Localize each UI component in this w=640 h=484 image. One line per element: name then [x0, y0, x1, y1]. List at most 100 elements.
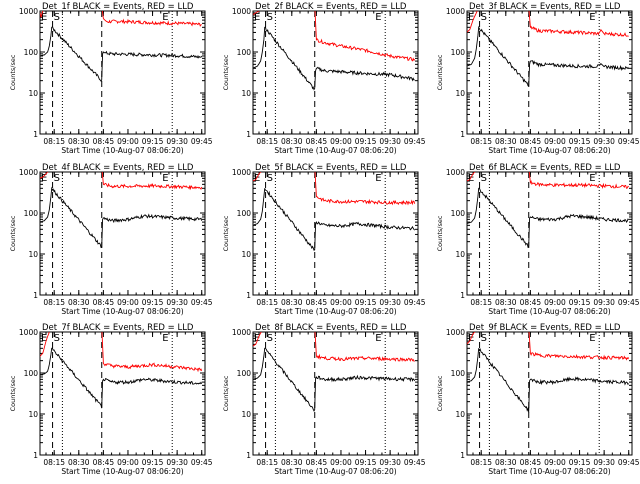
- lld-series-line: [253, 172, 416, 206]
- x-axis-label: Start Time (10-Aug-07 08:06:20): [274, 307, 396, 316]
- x-axis-label: Start Time (10-Aug-07 08:06:20): [61, 467, 183, 476]
- events-series-line: [40, 186, 203, 248]
- x-tick-label: 09:30: [379, 298, 401, 307]
- panel-det-4: Det_4f BLACK = Events, RED = LLD 1 10 100 10…: [9, 163, 213, 316]
- x-tick-label: 09:30: [379, 458, 401, 467]
- plot-frame: [39, 10, 206, 135]
- y-tick-label: 1000: [19, 168, 38, 177]
- x-tick-label: 08:15: [256, 137, 278, 146]
- y-axis-label: Counts/sec: [9, 54, 17, 90]
- panel-title: Det_8f BLACK = Events, RED = LLD: [255, 323, 407, 333]
- y-tick-label: 10: [241, 250, 251, 259]
- x-axis-label: Start Time (10-Aug-07 08:06:20): [488, 146, 610, 155]
- x-tick-label: 09:30: [593, 458, 615, 467]
- y-tick-label: 100: [451, 369, 466, 378]
- x-tick-label: 09:15: [355, 137, 377, 146]
- x-tick-label: 09:00: [117, 298, 139, 307]
- x-tick-label: 08:30: [281, 298, 303, 307]
- panel-det-1: Det_1f BLACK = Events, RED = LLD 1 10 100 10…: [9, 2, 213, 155]
- y-tick-label: 100: [24, 369, 39, 378]
- y-tick-label: 10: [241, 410, 251, 419]
- x-tick-label: 09:15: [142, 298, 164, 307]
- y-tick-label: 100: [24, 209, 39, 218]
- y-tick-label: 10: [455, 410, 465, 419]
- x-tick-label: 08:15: [43, 298, 65, 307]
- events-series-line: [467, 347, 630, 413]
- x-tick-label: 09:45: [404, 298, 426, 307]
- event-marker-label: E: [589, 173, 595, 184]
- y-tick-label: 1: [460, 130, 465, 139]
- y-tick-label: 1000: [19, 7, 38, 16]
- event-marker-label: E: [254, 333, 260, 344]
- events-series-line: [40, 347, 203, 409]
- y-tick-label: 1: [460, 291, 465, 300]
- y-tick-label: 10: [455, 89, 465, 98]
- event-marker-label: E: [41, 12, 47, 23]
- event-marker-label: E: [254, 173, 260, 184]
- event-marker-label: E: [254, 12, 260, 23]
- x-tick-label: 09:45: [618, 298, 640, 307]
- lld-series-line: [467, 332, 630, 361]
- plot-frame: [466, 171, 633, 296]
- panel-title: Det_1f BLACK = Events, RED = LLD: [42, 2, 194, 12]
- panel-det-5: Det_5f BLACK = Events, RED = LLD 1 10 100 10…: [222, 163, 426, 316]
- y-tick-label: 1000: [446, 168, 465, 177]
- event-marker-label: S: [54, 173, 60, 184]
- plot-frame: [252, 171, 419, 296]
- event-marker-label: S: [481, 12, 487, 23]
- panel-title: Det_7f BLACK = Events, RED = LLD: [42, 323, 194, 333]
- x-tick-label: 09:45: [618, 137, 640, 146]
- lld-series-line: [467, 172, 629, 190]
- y-tick-label: 1: [33, 451, 38, 460]
- x-tick-label: 08:45: [93, 298, 115, 307]
- plot-frame: [252, 331, 419, 456]
- x-tick-label: 08:15: [256, 458, 278, 467]
- x-tick-label: 09:45: [618, 458, 640, 467]
- y-tick-label: 1: [33, 291, 38, 300]
- x-tick-label: 08:15: [43, 137, 65, 146]
- events-series-line: [253, 188, 415, 251]
- y-tick-label: 1000: [232, 7, 251, 16]
- panel-title: Det_2f BLACK = Events, RED = LLD: [255, 2, 407, 12]
- panel-det-9: Det_9f BLACK = Events, RED = LLD 1 10 100 10…: [436, 323, 640, 476]
- x-tick-label: 09:45: [191, 137, 213, 146]
- x-tick-label: 09:45: [404, 137, 426, 146]
- event-marker-label: E: [162, 333, 168, 344]
- x-tick-label: 08:15: [470, 298, 492, 307]
- x-axis-label: Start Time (10-Aug-07 08:06:20): [488, 307, 610, 316]
- y-axis-label: Counts/sec: [222, 215, 230, 251]
- lld-series-line: [40, 332, 203, 373]
- y-tick-label: 1: [460, 451, 465, 460]
- panel-det-3: Det_3f BLACK = Events, RED = LLD 1 10 100 10…: [436, 2, 640, 155]
- x-tick-label: 09:00: [117, 458, 139, 467]
- panel-det-6: Det_6f BLACK = Events, RED = LLD 1 10 100 10…: [436, 163, 640, 316]
- y-tick-label: 1: [33, 130, 38, 139]
- y-tick-label: 10: [455, 250, 465, 259]
- x-tick-label: 08:30: [495, 298, 517, 307]
- x-tick-label: 08:45: [93, 458, 115, 467]
- x-tick-label: 09:30: [593, 137, 615, 146]
- x-tick-label: 09:15: [569, 137, 591, 146]
- panel-det-8: Det_8f BLACK = Events, RED = LLD 1 10 100 10…: [222, 323, 426, 476]
- y-tick-label: 10: [28, 410, 38, 419]
- x-axis-label: Start Time (10-Aug-07 08:06:20): [488, 467, 610, 476]
- x-tick-label: 08:30: [495, 458, 517, 467]
- y-axis-label: Counts/sec: [9, 375, 17, 411]
- x-axis-label: Start Time (10-Aug-07 08:06:20): [61, 146, 183, 155]
- x-tick-label: 09:15: [355, 458, 377, 467]
- x-tick-label: 09:30: [166, 458, 188, 467]
- event-marker-label: E: [375, 173, 381, 184]
- lld-series-line: [40, 172, 203, 191]
- x-tick-label: 08:15: [470, 137, 492, 146]
- y-axis-label: Counts/sec: [436, 375, 444, 411]
- x-tick-label: 08:30: [281, 137, 303, 146]
- x-tick-label: 09:15: [569, 458, 591, 467]
- y-tick-label: 100: [24, 48, 39, 57]
- y-axis-label: Counts/sec: [222, 375, 230, 411]
- y-tick-label: 100: [237, 209, 252, 218]
- event-marker-label: S: [54, 333, 60, 344]
- event-marker-label: E: [468, 173, 474, 184]
- event-marker-label: E: [589, 12, 595, 23]
- panel-title: Det_6f BLACK = Events, RED = LLD: [469, 163, 621, 173]
